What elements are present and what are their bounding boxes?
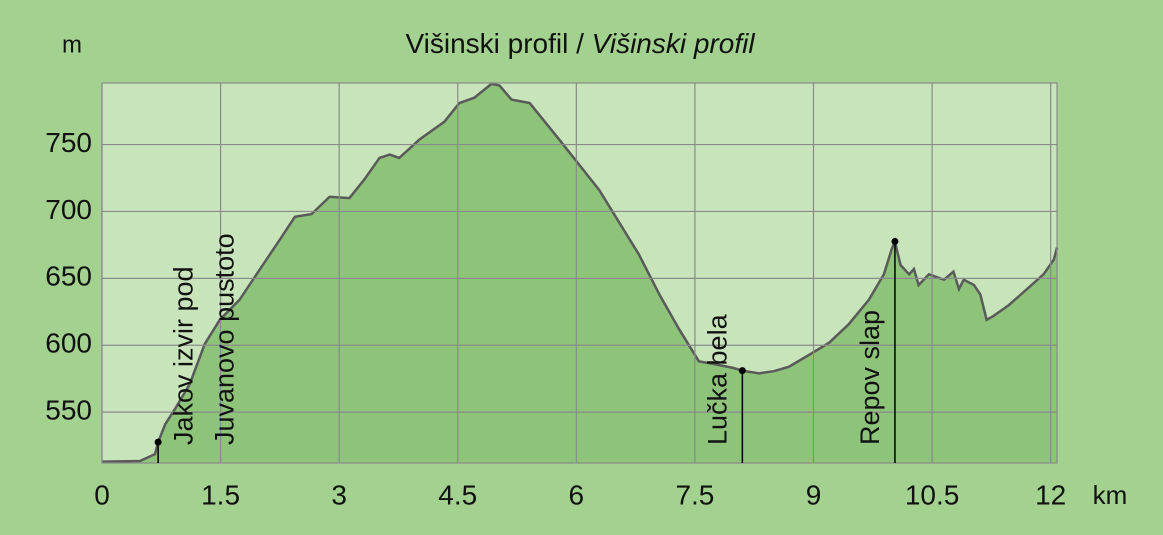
y-tick-label: 700 [45, 194, 92, 225]
y-tick-label: 550 [45, 395, 92, 426]
annotation-label: Lučka bela [702, 313, 732, 445]
chart-title: Višinski profil / Višinski profil [405, 28, 755, 59]
y-axis-label: m [62, 31, 82, 58]
annotation-label: Jakov izvir pod [168, 266, 198, 445]
x-tick-label: 0 [94, 479, 110, 510]
x-tick-label: 12 [1035, 479, 1066, 510]
x-tick-label: 1.5 [201, 479, 240, 510]
annotation-label: Juvanovo pustoto [209, 233, 239, 445]
x-tick-label: 4.5 [438, 479, 477, 510]
annotation-label: Repov slap [855, 310, 885, 445]
title: Višinski profil / [405, 28, 584, 59]
marker-point [738, 367, 746, 375]
y-tick-label: 650 [45, 261, 92, 292]
x-tick-label: 9 [806, 479, 822, 510]
plot-frame [101, 82, 1058, 464]
x-axis-label: km [1093, 480, 1128, 510]
x-tick-label: 3 [331, 479, 347, 510]
marker-point [154, 438, 162, 446]
profile-line [101, 82, 1059, 463]
y-tick-label: 750 [45, 127, 92, 158]
marker-point [891, 237, 899, 245]
x-tick-label: 10.5 [905, 479, 960, 510]
x-tick-label: 6 [569, 479, 585, 510]
subtitle: Višinski profil [592, 28, 756, 59]
x-tick-label: 7.5 [675, 479, 714, 510]
y-tick-label: 600 [45, 328, 92, 359]
area-fill [102, 83, 1057, 464]
